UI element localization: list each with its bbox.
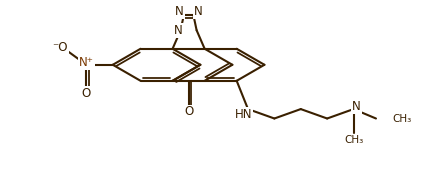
Text: O: O bbox=[184, 105, 193, 118]
Text: CH₃: CH₃ bbox=[392, 114, 411, 124]
Text: O: O bbox=[82, 86, 91, 100]
Text: N: N bbox=[174, 24, 183, 37]
Text: CH₃: CH₃ bbox=[344, 135, 363, 145]
Text: N: N bbox=[175, 5, 184, 18]
Text: N⁺: N⁺ bbox=[79, 56, 94, 69]
Text: HN: HN bbox=[234, 108, 252, 121]
Text: N: N bbox=[194, 5, 202, 18]
Text: ⁻O: ⁻O bbox=[52, 41, 68, 54]
Text: N: N bbox=[352, 100, 361, 113]
